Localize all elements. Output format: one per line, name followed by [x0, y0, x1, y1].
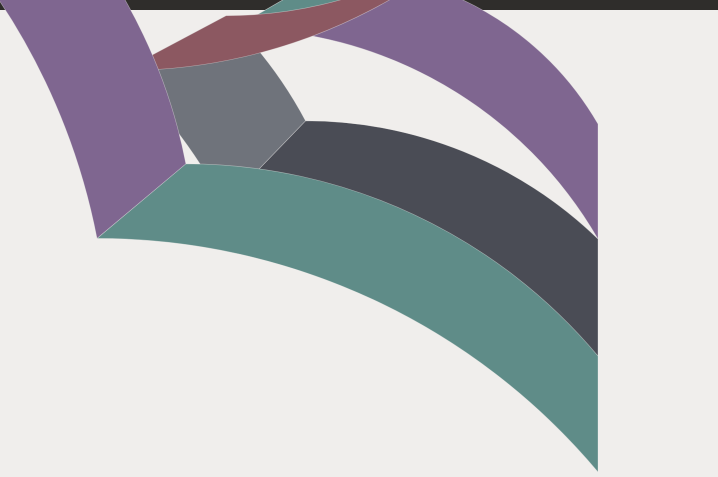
ring-outer — [0, 0, 599, 473]
sunburst-segment-outer-2[interactable] — [0, 0, 187, 239]
sunburst-segment-middle-3[interactable] — [122, 0, 661, 71]
